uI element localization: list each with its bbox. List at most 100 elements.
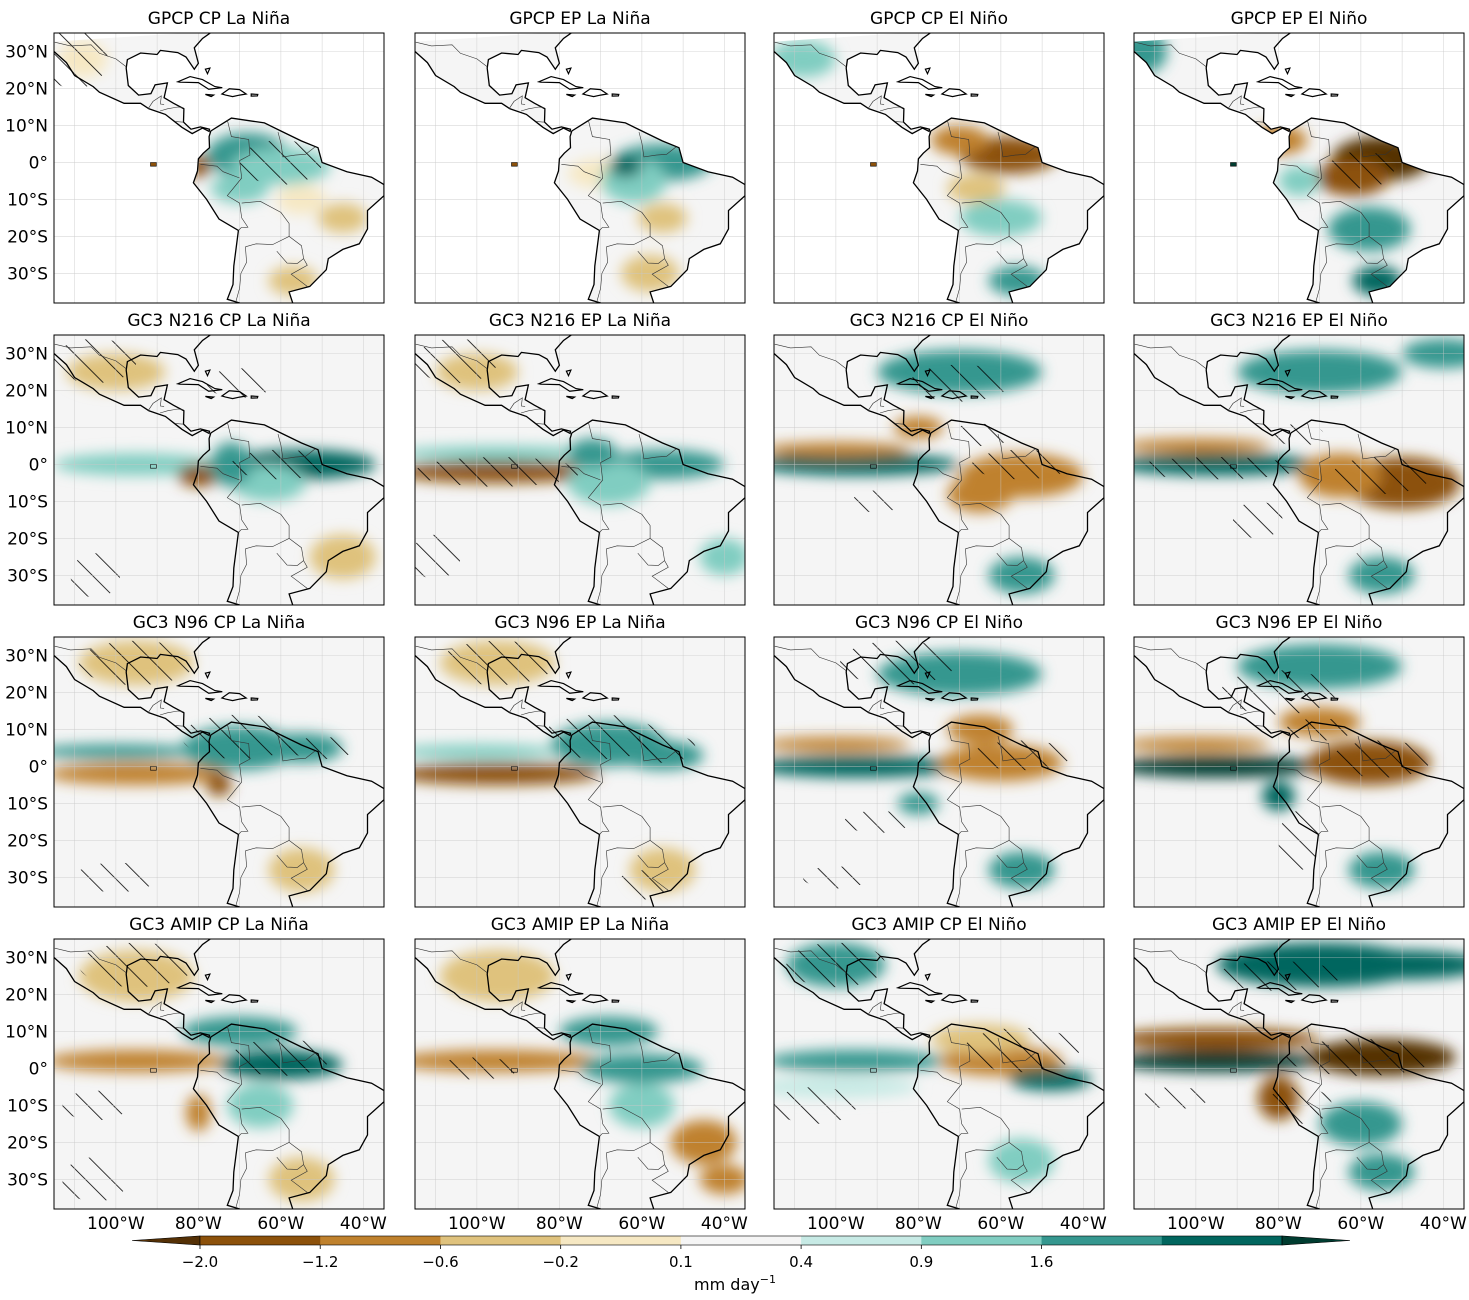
- colorbar-tick-label: −0.2: [542, 1253, 578, 1271]
- lon-tick-label: 40°W: [340, 1214, 387, 1234]
- country-border: [920, 768, 960, 783]
- anomaly-region: [1134, 1027, 1320, 1050]
- coastline: [970, 93, 979, 97]
- coastline: [1284, 67, 1291, 76]
- country-border: [1356, 1142, 1384, 1170]
- country-border: [1239, 1012, 1264, 1018]
- country-border: [415, 645, 432, 651]
- country-border: [147, 397, 165, 411]
- map-panel: GC3 N216 CP El Niño: [773, 311, 1105, 606]
- country-border: [996, 538, 1024, 566]
- country-border: [1150, 346, 1207, 369]
- anomaly-region: [309, 534, 376, 580]
- galapagos-marker: [870, 464, 877, 469]
- country-border: [1010, 862, 1028, 891]
- panel-title: GC3 N216 EP La Niña: [489, 311, 671, 331]
- country-border: [226, 1083, 249, 1137]
- lon-tick-label: 60°W: [618, 1214, 665, 1234]
- country-border: [1150, 648, 1207, 671]
- coastline: [1300, 994, 1328, 1004]
- country-border: [226, 781, 249, 835]
- country-border: [1357, 736, 1396, 762]
- anomaly-region: [415, 445, 601, 461]
- country-border: [159, 1012, 184, 1018]
- country-border: [997, 736, 1036, 762]
- country-border: [920, 1070, 960, 1085]
- country-border: [894, 423, 904, 425]
- anomaly-region: [1278, 166, 1320, 196]
- coastline: [1285, 395, 1296, 400]
- coastline: [566, 93, 577, 98]
- coastline: [970, 697, 979, 701]
- country-border: [508, 95, 526, 109]
- anomaly-region: [988, 851, 1055, 889]
- significance-hatching: [963, 1027, 1080, 1073]
- lat-tick-label: 30°S: [7, 1170, 48, 1190]
- map-panel: GC3 N96 EP El Niño: [1133, 613, 1465, 908]
- coastline: [1300, 390, 1328, 400]
- significance-hatching: [78, 640, 195, 686]
- country-border: [1306, 479, 1329, 533]
- country-border: [996, 236, 1024, 264]
- coastline: [192, 721, 384, 907]
- coastline: [1300, 692, 1328, 702]
- coastline: [192, 1023, 384, 1209]
- coastline: [611, 697, 620, 701]
- anomaly-region: [947, 475, 1014, 513]
- galapagos-marker: [150, 162, 157, 167]
- significance-hatching: [54, 33, 108, 89]
- country-border: [996, 840, 1024, 868]
- country-border: [520, 106, 545, 112]
- country-border: [227, 119, 251, 179]
- panel-title: GC3 AMIP EP El Niño: [1212, 915, 1386, 935]
- anomaly-region: [608, 155, 642, 178]
- country-border: [276, 840, 304, 868]
- panel-title: GC3 AMIP CP El Niño: [851, 915, 1026, 935]
- country-border: [535, 423, 545, 425]
- country-border: [147, 95, 165, 109]
- coastline: [774, 939, 932, 1041]
- significance-hatching: [1142, 1086, 1209, 1110]
- country-border: [867, 95, 885, 109]
- coastline: [415, 335, 573, 437]
- country-border: [431, 44, 488, 67]
- colorbar: −2.0 −1.2 −0.6 −0.2 0.1 0.4 0.9 1.6 mm day−1: [131, 1235, 1351, 1294]
- country-border: [147, 1001, 165, 1015]
- anomaly-region: [318, 203, 368, 233]
- anomaly-region: [988, 1138, 1055, 1184]
- coastline: [250, 93, 259, 97]
- country-border: [1356, 840, 1384, 868]
- lat-tick-label: 0°: [29, 153, 48, 173]
- country-border: [879, 408, 904, 414]
- country-border: [174, 725, 184, 727]
- country-border: [996, 1142, 1024, 1170]
- coastline: [565, 671, 572, 680]
- lat-tick-label: 0°: [29, 455, 48, 475]
- country-border: [774, 41, 791, 47]
- coastline: [581, 692, 609, 702]
- colorbar-tick-label: −2.0: [182, 1253, 218, 1271]
- coastline: [192, 419, 384, 605]
- country-border: [1239, 408, 1264, 414]
- anomaly-region: [774, 442, 911, 458]
- map-panel: GC3 AMIP CP La Niña: [53, 915, 385, 1210]
- country-border: [961, 200, 1010, 248]
- country-border: [226, 177, 249, 231]
- lat-tick-label: 20°S: [7, 529, 48, 549]
- coastline: [250, 999, 259, 1003]
- country-border: [290, 258, 308, 287]
- panel-frame: [53, 32, 385, 304]
- lat-tick-label: 0°: [29, 1059, 48, 1079]
- lat-tick-label: 30°N: [5, 948, 48, 968]
- coastline: [1300, 88, 1328, 98]
- country-border: [947, 723, 971, 783]
- country-border: [961, 804, 1010, 852]
- significance-hatching: [415, 534, 461, 580]
- country-border: [1357, 1038, 1396, 1064]
- country-border: [1370, 1164, 1388, 1193]
- map-panel: GC3 N216 EP La Niña: [414, 311, 746, 606]
- country-border: [227, 723, 251, 783]
- map-panel: GC3 N216 EP El Niño: [1133, 311, 1465, 606]
- country-border: [1280, 1070, 1320, 1085]
- coastline: [970, 999, 979, 1003]
